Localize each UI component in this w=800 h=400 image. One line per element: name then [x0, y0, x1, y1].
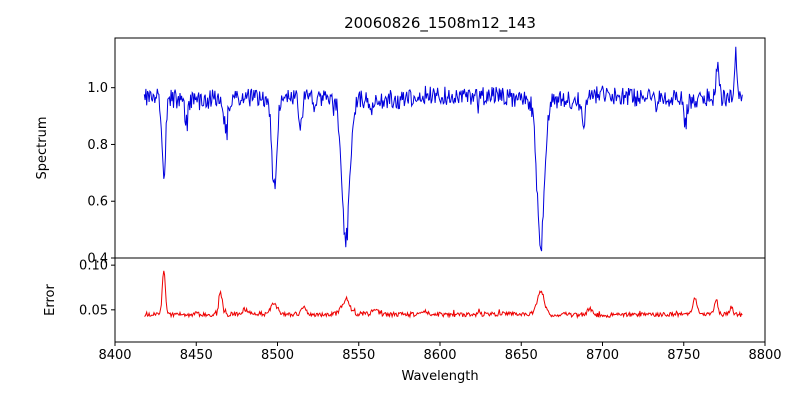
y-tick-label: 0.4: [87, 252, 108, 267]
x-tick-label: 8800: [748, 348, 781, 363]
y-axis-label-error: Error: [43, 284, 58, 316]
x-tick-label: 8500: [261, 348, 294, 363]
y-tick-label: 0.6: [87, 195, 108, 210]
x-tick-label: 8550: [342, 348, 375, 363]
x-tick-label: 8600: [423, 348, 456, 363]
x-tick-label: 8750: [667, 348, 700, 363]
x-axis-label: Wavelength: [401, 369, 478, 384]
x-tick-label: 8450: [180, 348, 213, 363]
y-tick-label: 1.0: [87, 81, 108, 96]
spectrum-line: [143, 46, 743, 252]
y-tick-label: 0.05: [79, 303, 108, 318]
x-tick-label: 8700: [586, 348, 619, 363]
plot-area: 8400 8450 8500 8550 8600 8650 8700 8750 88000.40…: [79, 37, 782, 363]
y-tick-label: 0.10: [79, 259, 108, 274]
x-tick-label: 8650: [505, 348, 538, 363]
y-tick-label: 0.8: [87, 138, 108, 153]
chart-title: 20060826_1508m12_143: [344, 14, 536, 33]
x-tick-label: 8400: [98, 348, 131, 363]
error-line: [144, 270, 743, 320]
y-axis-label-spectrum: Spectrum: [35, 117, 50, 180]
